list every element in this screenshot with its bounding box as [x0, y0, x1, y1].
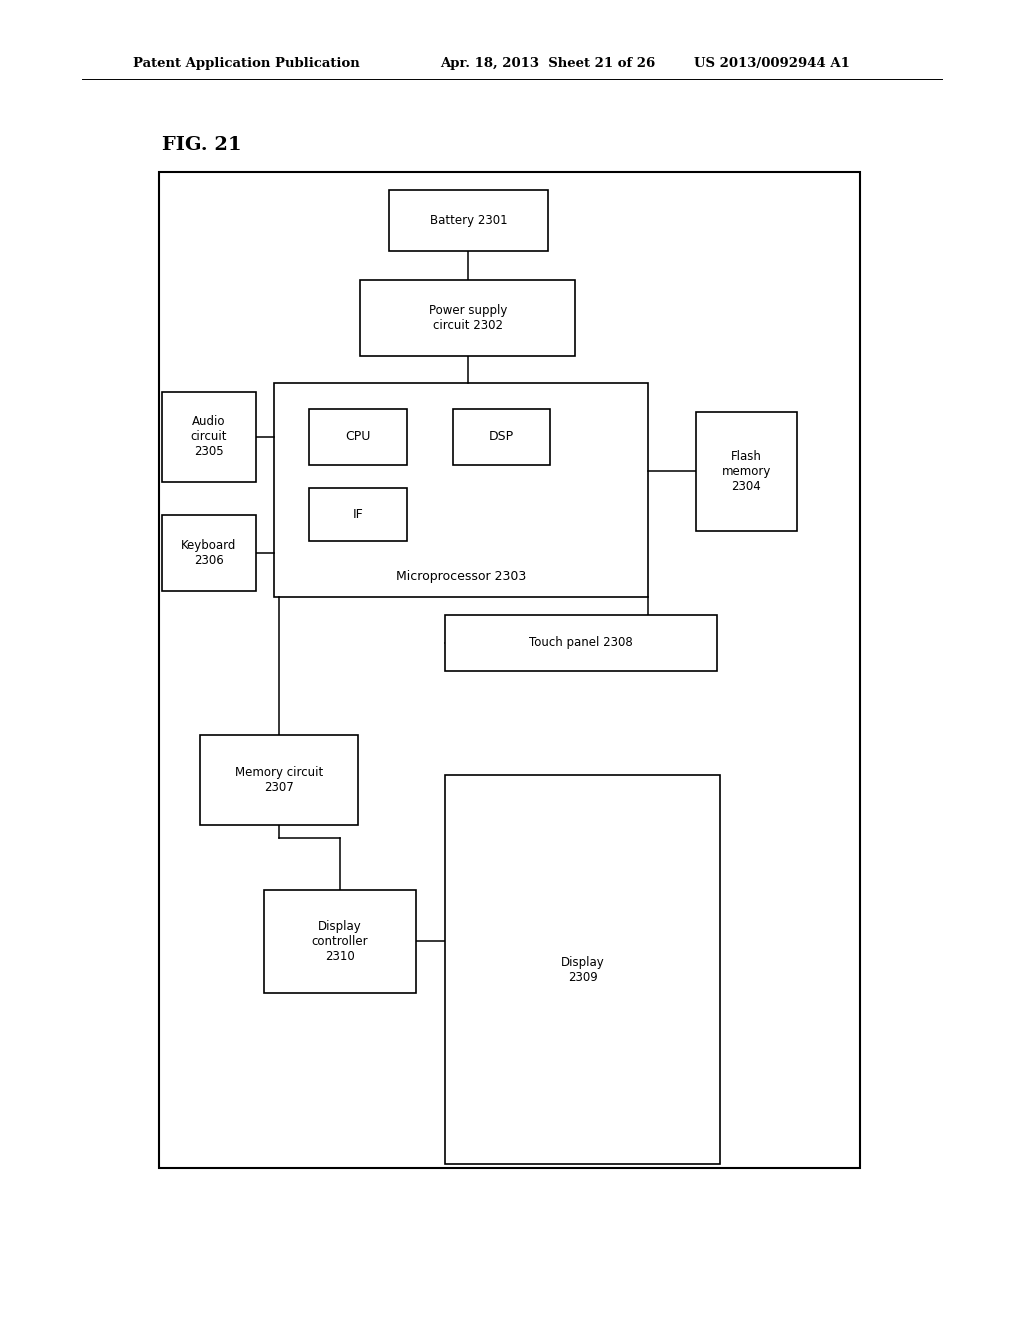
Text: Power supply
circuit 2302: Power supply circuit 2302 [429, 304, 507, 333]
Bar [274, 383, 648, 597]
Bar [389, 190, 548, 251]
Bar [309, 488, 407, 541]
Text: Memory circuit
2307: Memory circuit 2307 [234, 766, 324, 795]
Text: Audio
circuit
2305: Audio circuit 2305 [190, 416, 227, 458]
Text: US 2013/0092944 A1: US 2013/0092944 A1 [694, 57, 850, 70]
Text: Display
controller
2310: Display controller 2310 [311, 920, 369, 962]
Bar [360, 280, 575, 356]
Bar [159, 172, 860, 1168]
Bar [453, 409, 550, 465]
Text: Keyboard
2306: Keyboard 2306 [181, 539, 237, 568]
Text: Touch panel 2308: Touch panel 2308 [529, 636, 633, 649]
Text: CPU: CPU [345, 430, 371, 444]
Text: Microprocessor 2303: Microprocessor 2303 [396, 570, 526, 583]
Bar [162, 392, 256, 482]
Text: Patent Application Publication: Patent Application Publication [133, 57, 359, 70]
Bar [264, 890, 416, 993]
Bar [696, 412, 797, 531]
Text: Apr. 18, 2013  Sheet 21 of 26: Apr. 18, 2013 Sheet 21 of 26 [440, 57, 655, 70]
Bar [445, 615, 717, 671]
Text: Display
2309: Display 2309 [561, 956, 604, 983]
Text: DSP: DSP [488, 430, 514, 444]
Bar [162, 515, 256, 591]
Text: FIG. 21: FIG. 21 [162, 136, 242, 154]
Bar [445, 775, 720, 1164]
Bar [309, 409, 407, 465]
Text: IF: IF [352, 508, 364, 521]
Bar [200, 735, 358, 825]
Text: Flash
memory
2304: Flash memory 2304 [722, 450, 771, 492]
Text: Battery 2301: Battery 2301 [430, 214, 507, 227]
